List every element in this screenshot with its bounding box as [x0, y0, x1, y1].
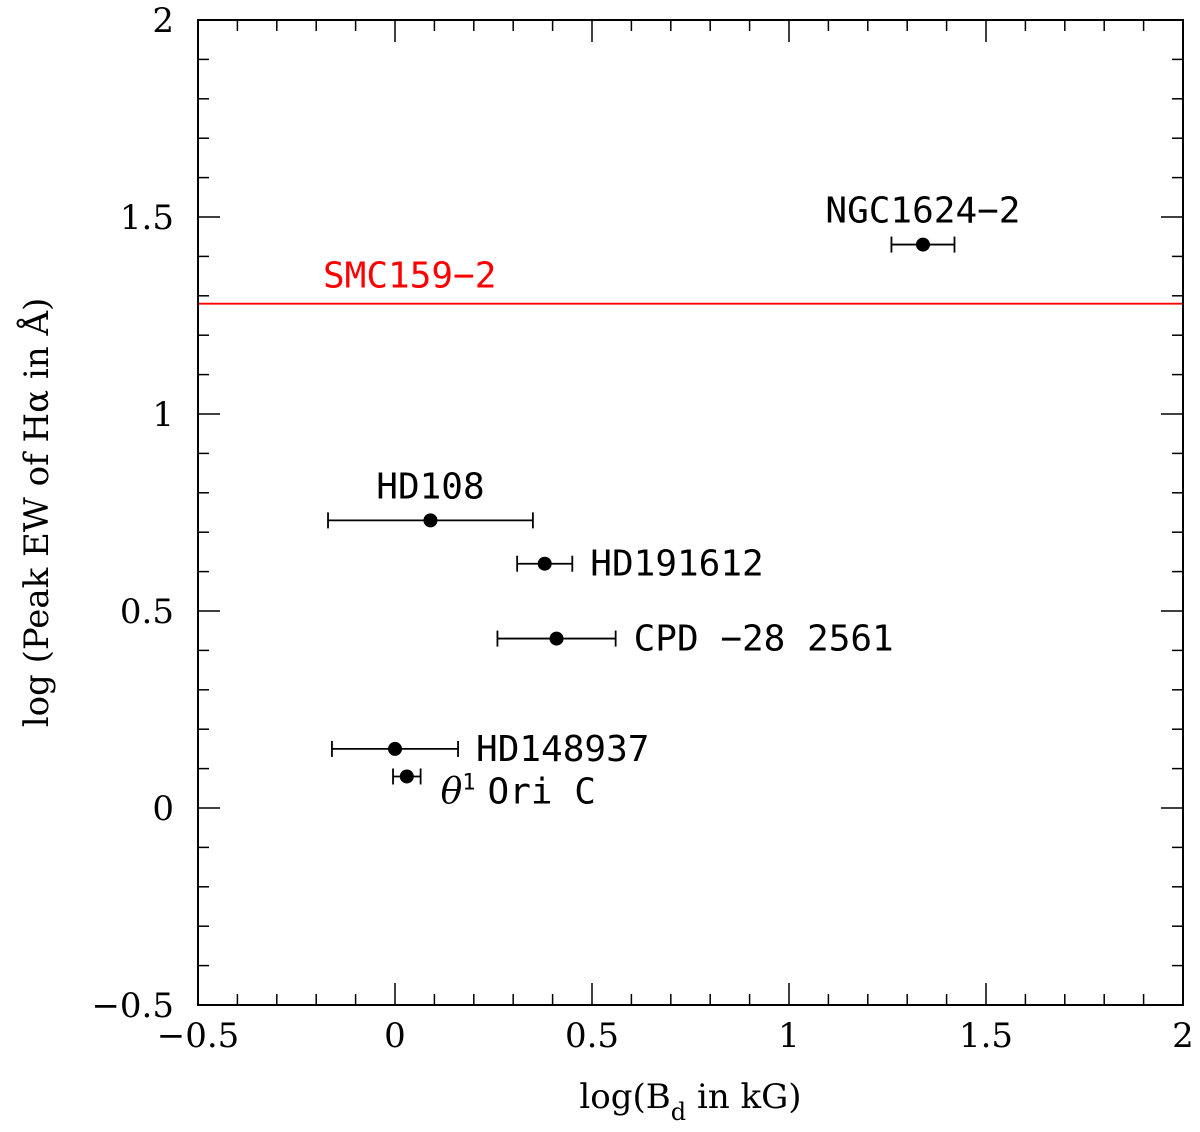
y-tick-label: 1	[152, 395, 174, 435]
y-tick-label: 2	[152, 1, 174, 41]
reference-line-label: SMC159−2	[323, 256, 496, 297]
data-point	[549, 631, 564, 646]
point-label: HD148937	[476, 729, 649, 770]
plot-frame	[197, 19, 1184, 1006]
x-tick-label: 1.5	[959, 1016, 1013, 1056]
y-tick-label: 1.5	[120, 198, 174, 238]
axis-ticks	[197, 19, 1184, 1006]
data-points: NGC1624−2 HD108 HD191612 CPD −28 2561 HD1489…	[327, 191, 1020, 812]
data-point	[537, 556, 552, 571]
point-label: NGC1624−2	[825, 191, 1020, 232]
point-label: HD108	[376, 466, 484, 507]
data-point	[423, 513, 438, 528]
data-point	[399, 769, 414, 784]
x-tick-label: 0	[384, 1016, 406, 1056]
y-axis-title: log (Peak EW of Hα in Å)	[16, 298, 57, 728]
x-axis-title: log(Bd in kG)	[579, 1077, 801, 1126]
reference-lines: SMC159−2	[198, 256, 1183, 305]
point-label: HD191612	[590, 544, 763, 585]
data-point	[388, 741, 402, 756]
point-label: θ1 Ori C	[441, 770, 596, 812]
x-tick-label: −0.5	[157, 1016, 240, 1056]
y-tick-label: 0	[152, 789, 174, 829]
tick-labels: −0.5 0 0.5 1 1.5 2 −0.5 0 0.5 1 1.5 2	[91, 1, 1193, 1056]
x-tick-label: 0.5	[565, 1016, 619, 1056]
y-tick-label: −0.5	[91, 986, 174, 1026]
data-point	[915, 237, 930, 252]
x-tick-label: 1	[778, 1016, 800, 1056]
y-tick-label: 0.5	[120, 592, 174, 632]
point-label: CPD −28 2561	[634, 619, 894, 660]
x-tick-label: 2	[1172, 1016, 1194, 1056]
